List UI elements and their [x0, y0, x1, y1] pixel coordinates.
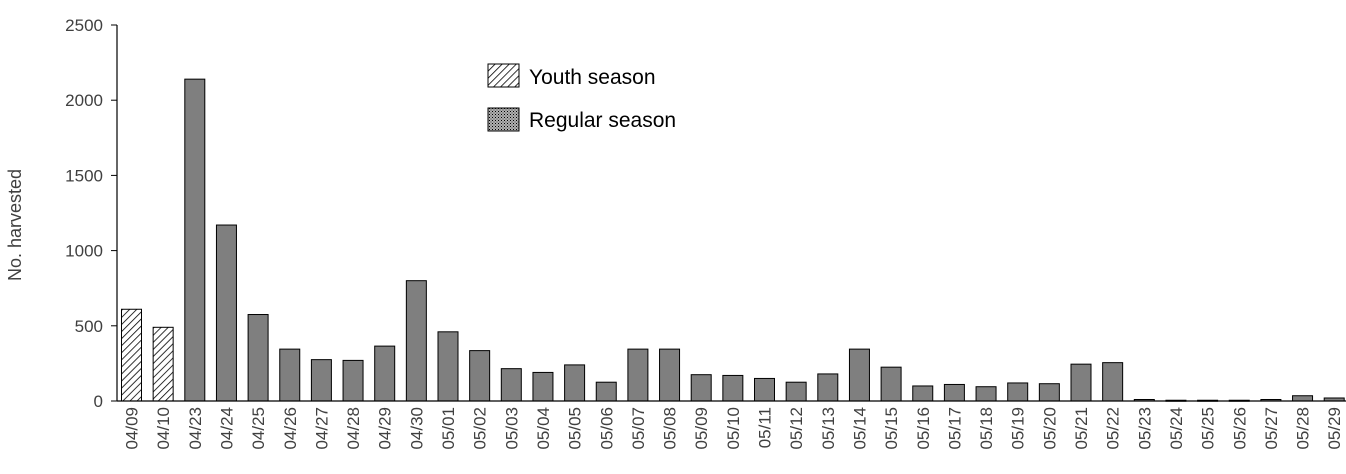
x-tick-label: 05/12: [787, 407, 806, 450]
bar-regular-05-05: [564, 364, 586, 402]
bar-regular-05-08: [659, 348, 681, 402]
x-axis-ticks: 04/09 04/10 04/23 04/24 04/25 04/26 04/27 04/28…: [123, 407, 1345, 450]
y-axis-title: No. harvested: [5, 169, 25, 281]
bar-regular-05-09: [690, 374, 712, 402]
x-tick-label: 05/29: [1325, 407, 1344, 450]
x-tick-label: 05/16: [914, 407, 933, 450]
x-tick-label: 05/17: [945, 407, 964, 450]
bar-regular-05-13: [817, 373, 839, 402]
bar-regular-04-30: [405, 280, 427, 402]
bar-regular-05-28: [1292, 395, 1314, 402]
x-tick-label: 05/19: [1009, 407, 1028, 450]
bar-regular-05-21: [1070, 363, 1092, 402]
bar-regular-05-01: [437, 331, 459, 402]
legend: Youth season Regular season: [487, 63, 676, 132]
x-tick-label: 05/28: [1294, 407, 1313, 450]
bars: [121, 78, 1345, 402]
bar-regular-05-11: [754, 377, 775, 402]
x-tick-label: 04/23: [186, 407, 205, 450]
bar-regular-05-17: [943, 383, 965, 402]
x-tick-label: 04/28: [344, 407, 363, 450]
x-tick-label: 05/27: [1262, 407, 1281, 450]
bar-regular-05-04: [532, 371, 554, 402]
x-tick-label: 05/10: [724, 407, 743, 450]
x-tick-label: 05/15: [882, 407, 901, 450]
x-tick-label: 05/24: [1167, 407, 1186, 450]
x-tick-label: 04/25: [249, 407, 268, 450]
bar-regular-04-29: [374, 345, 396, 402]
x-tick-label: 05/22: [1104, 407, 1123, 450]
bar-regular-05-18: [975, 386, 997, 402]
x-tick-label: 05/06: [597, 407, 616, 450]
bar-regular-05-12: [785, 381, 807, 402]
bar-regular-05-03: [500, 368, 522, 402]
y-tick-label: 1000: [65, 242, 103, 261]
bar-regular-04-25: [247, 314, 269, 402]
bar-regular-05-10: [722, 374, 744, 402]
bar-regular-04-28: [342, 359, 364, 402]
x-tick-label: 05/01: [439, 407, 458, 450]
bar-regular-05-22: [1102, 362, 1124, 402]
x-tick-label: 05/23: [1135, 407, 1154, 450]
x-tick-label: 05/11: [756, 407, 775, 448]
x-tick-label: 05/02: [471, 407, 490, 450]
bar-regular-05-02: [469, 350, 491, 402]
legend-swatch-youth: [487, 63, 520, 88]
legend-item-regular: Regular season: [487, 107, 676, 132]
x-tick-label: 05/05: [566, 407, 585, 450]
x-tick-label: 05/21: [1072, 407, 1091, 450]
y-tick-label: 2500: [65, 16, 103, 35]
x-tick-label: 05/07: [629, 407, 648, 450]
bar-regular-04-24: [215, 224, 237, 402]
y-tick-label: 2000: [65, 91, 103, 110]
x-tick-label: 05/09: [692, 407, 711, 450]
x-tick-label: 04/30: [407, 407, 426, 450]
bar-regular-05-19: [1007, 382, 1029, 402]
x-tick-label: 04/29: [376, 407, 395, 450]
x-tick-label: 05/04: [534, 407, 553, 450]
x-tick-label: 04/26: [281, 407, 300, 450]
x-tick-label: 05/26: [1230, 407, 1249, 450]
legend-label-regular: Regular season: [529, 109, 676, 132]
bar-regular-04-23: [184, 78, 206, 402]
bar-youth-04-09: [121, 308, 142, 402]
x-tick-label: 04/27: [312, 407, 331, 450]
bar-regular-05-15: [880, 366, 902, 402]
x-tick-label: 05/18: [977, 407, 996, 450]
y-tick-label: 0: [94, 392, 103, 411]
bar-regular-05-20: [1038, 383, 1060, 402]
legend-label-youth: Youth season: [529, 66, 656, 89]
x-tick-label: 04/10: [154, 407, 173, 450]
x-tick-label: 05/03: [502, 407, 521, 450]
bar-regular-05-16: [912, 385, 934, 402]
y-axis-ticks: 0 500 1000 1500 2000 2500: [65, 16, 117, 411]
bar-youth-04-10: [152, 326, 174, 402]
x-tick-label: 04/09: [123, 407, 142, 450]
bar-regular-05-14: [848, 348, 870, 402]
x-tick-label: 05/13: [819, 407, 838, 450]
legend-swatch-regular: [487, 107, 520, 132]
bar-regular-04-27: [310, 359, 332, 402]
legend-item-youth: Youth season: [487, 63, 656, 89]
bar-regular-05-06: [595, 381, 617, 402]
x-tick-label: 05/08: [661, 407, 680, 450]
x-tick-label: 04/24: [217, 407, 236, 450]
bar-regular-04-26: [279, 348, 301, 402]
y-tick-label: 500: [75, 317, 103, 336]
x-tick-label: 05/14: [850, 407, 869, 450]
bar-regular-05-07: [627, 348, 649, 402]
y-tick-label: 1500: [65, 166, 103, 185]
x-tick-label: 05/25: [1199, 407, 1218, 450]
x-tick-label: 05/20: [1040, 407, 1059, 450]
